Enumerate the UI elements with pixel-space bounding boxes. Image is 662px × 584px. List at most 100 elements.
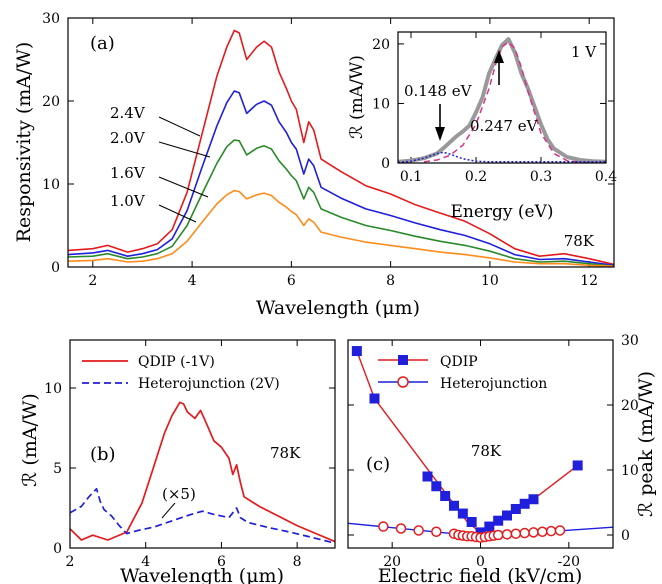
inset-arrow-down (435, 104, 445, 141)
panel-a-temperature: 78K (564, 232, 595, 250)
x-tick-label: 6 (287, 273, 296, 289)
inset-ylabel: ℛ (mA/W) (347, 55, 367, 139)
qdip-trend-line (356, 350, 579, 534)
panel-b-xlabel: Wavelength (μm) (120, 565, 284, 584)
panel-b-multiplier: (×5) (162, 485, 196, 503)
y-tick-label: 20 (621, 398, 639, 414)
y-tick-label: 5 (53, 461, 62, 477)
legend-label-qdip: QDIP (-1V) (138, 354, 215, 370)
qdip-point (519, 498, 530, 509)
series-label-1-6v: 1.6V (110, 164, 146, 182)
x-tick-label: 0 (476, 554, 485, 570)
panel-b: 2 4 6 8 0 5 10 Wavelength (μm) ℛ (mA/W) (b) 78… (19, 339, 336, 584)
x-tick-label: 0.3 (530, 169, 552, 185)
panel-b-multiplier-pointer (161, 502, 176, 519)
series-label-2-4v: 2.4V (110, 104, 146, 122)
heterojunction-point (413, 525, 424, 536)
panel-c-label: (c) (366, 454, 390, 475)
inset-series (398, 37, 606, 163)
x-tick-label: 8 (386, 273, 395, 289)
panel-c-temperature: 78K (471, 442, 502, 460)
label-line-1-6v (158, 176, 209, 198)
panel-c: 20 0 -20 0 10 20 30 Electric field (kV/cm) ℛ p… (347, 333, 657, 584)
x-tick-label: 12 (580, 273, 598, 289)
legend-marker-heterojunction (397, 376, 409, 388)
series-line-1-6v (68, 139, 614, 267)
x-tick-label: -20 (558, 554, 581, 570)
x-tick-label: 0.4 (595, 169, 617, 185)
qdip-point (466, 517, 477, 527)
panel-a-label: (a) (90, 33, 115, 54)
panel-b-ticks: 2 4 6 8 0 5 10 (44, 340, 335, 570)
heterojunction-point (537, 526, 548, 537)
qdip-point (440, 491, 451, 501)
y-tick-label: 20 (372, 37, 390, 53)
qdip-point (484, 521, 495, 532)
panel-b-frame (69, 339, 336, 549)
series-label-1-0v: 1.0V (110, 192, 146, 210)
x-tick-label: 4 (188, 273, 197, 289)
y-tick-label: 0 (51, 260, 60, 276)
qdip-point (502, 510, 512, 521)
series-line-heterojunction (70, 487, 335, 545)
panel-b-ylabel: ℛ (mA/W) (19, 393, 41, 487)
legend-label-heterojunction: Heterojunction (2V) (138, 376, 280, 392)
legend-label-heterojunction-c: Heterojunction (440, 376, 547, 392)
qdip-point (457, 508, 468, 519)
series-line-2-4v (68, 29, 614, 266)
qdip-point (493, 515, 504, 526)
panel-b-series (70, 401, 335, 545)
x-tick-label: 0.2 (465, 169, 487, 185)
x-tick-label: 4 (141, 554, 150, 570)
series-line-2-0v (68, 90, 614, 267)
heterojunction-point (519, 527, 530, 539)
panel-b-legend: QDIP (-1V) Heterojunction (2V) (82, 354, 280, 392)
panel-b-temperature: 78K (270, 444, 301, 462)
y-tick-label: 30 (42, 11, 60, 27)
x-tick-label: 0.1 (400, 169, 422, 185)
heterojunction-point (528, 527, 539, 538)
label-line-1-0v (158, 204, 197, 223)
qdip-point (510, 504, 521, 514)
inset-xlabel: Energy (eV) (450, 202, 553, 222)
heterojunction-point (492, 529, 504, 541)
panel-c-frame (347, 339, 614, 549)
panel-a-xlabel: Wavelength (μm) (256, 297, 420, 319)
legend-marker-qdip (398, 355, 408, 365)
y-tick-label: 0 (53, 541, 62, 557)
heterojunction-point (501, 529, 513, 540)
panel-a-ticks: 2 4 6 8 10 12 0 10 20 30 (42, 11, 614, 289)
panel-c-legend: QDIP Heterojunction (378, 354, 547, 392)
panel-c-xlabel: Electric field (kV/cm) (378, 565, 583, 584)
inset-ticks: 0.1 0.2 0.3 0.4 0 10 20 (372, 32, 617, 185)
y-tick-label: 10 (372, 96, 390, 112)
panel-b-label: (b) (90, 444, 116, 465)
x-tick-label: 10 (481, 273, 499, 289)
y-tick-label: 10 (621, 463, 639, 479)
y-tick-label: 10 (42, 177, 60, 193)
series-label-2-0v: 2.0V (110, 129, 146, 147)
x-tick-label: 6 (217, 554, 226, 570)
y-tick-label: 30 (621, 333, 639, 349)
label-line-2-4v (158, 116, 201, 137)
inset-arrow-up (494, 50, 504, 85)
heterojunction-point (510, 528, 522, 539)
legend-label-qdip-c: QDIP (440, 354, 478, 370)
inset-background (398, 32, 606, 163)
heterojunction-point (395, 523, 407, 534)
panel-c-ticks: 20 0 -20 0 10 20 30 (348, 333, 639, 570)
inset-gaussian-0-247-line (423, 41, 594, 163)
heterojunction-point (431, 526, 442, 537)
series-line-1-0v (68, 189, 614, 267)
qdip-point (528, 494, 539, 505)
inset-peak-label-0-247: 0.247 eV (470, 117, 539, 135)
panel-a-ylabel: Responsivity (mA/W) (13, 42, 35, 243)
inset-voltage: 1 V (571, 43, 597, 61)
inset-gaussian-0-148-line (398, 151, 606, 163)
qdip-point (369, 393, 380, 404)
qdip-point (449, 500, 459, 511)
panel-a-series-labels: 2.4V 2.0V 1.6V 1.0V (110, 104, 211, 223)
qdip-point (431, 481, 442, 492)
panel-a-frame (67, 17, 615, 268)
